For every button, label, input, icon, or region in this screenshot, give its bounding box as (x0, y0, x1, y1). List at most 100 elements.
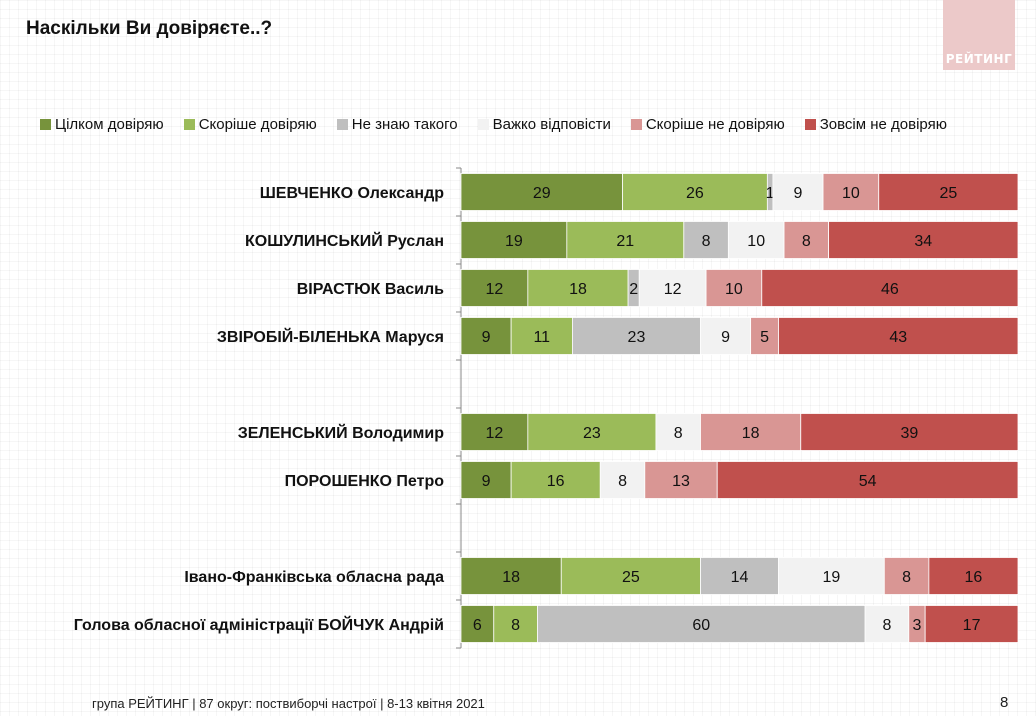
data-label: 12 (664, 281, 682, 298)
bar-segment (683, 221, 729, 259)
data-label: 8 (902, 569, 911, 586)
data-label: 46 (881, 281, 899, 298)
page-title: Наскільки Ви довіряєте..? (26, 18, 273, 39)
data-label: 39 (900, 425, 918, 442)
bar-segment (772, 173, 824, 211)
data-label: 1 (766, 185, 775, 202)
category-label: ВІРАСТЮК Василь (297, 281, 444, 298)
category-label: Голова обласної адміністрації БОЙЧУК Анд… (74, 615, 444, 634)
legend-swatch (804, 119, 816, 130)
data-label: 6 (473, 617, 482, 634)
data-label: 8 (618, 473, 627, 490)
data-label: 21 (616, 233, 634, 250)
bar-segment (493, 605, 538, 643)
legend-label: Скоріше не довіряю (645, 116, 785, 133)
bar-segment (883, 557, 930, 595)
chart-legend: Цілком довіряю Скоріше довіряю Не знаю так… (40, 116, 967, 133)
category-label: ПОРОШЕНКО Петро (285, 473, 445, 490)
bar-segment (700, 317, 752, 355)
data-label: 14 (731, 569, 749, 586)
bar-segment (655, 413, 701, 451)
bar-segment (644, 461, 718, 499)
bar-segment (572, 317, 701, 355)
data-label: 8 (674, 425, 683, 442)
legend-item: Зовсім не довіряю (804, 116, 947, 133)
bar-segment (783, 221, 830, 259)
legend-label: Зовсім не довіряю (819, 116, 947, 133)
category-label: ЗВІРОБІЙ-БІЛЕНЬКА Маруся (217, 327, 444, 346)
category-label: ЗЕЛЕНСЬКИЙ Володимир (238, 423, 445, 442)
data-label: 43 (889, 329, 907, 346)
data-label: 5 (760, 329, 769, 346)
data-label: 29 (533, 185, 551, 202)
bar-segment (560, 557, 701, 595)
bar-segment (822, 173, 880, 211)
data-label: 23 (583, 425, 601, 442)
data-label: 13 (672, 473, 690, 490)
legend-swatch (336, 119, 348, 130)
legend-swatch (183, 119, 195, 130)
legend-item: Не знаю такого (336, 116, 458, 133)
bar-segment (622, 173, 768, 211)
bar-segment (460, 317, 512, 355)
data-label: 26 (686, 185, 704, 202)
bar-segment (924, 605, 1019, 643)
legend-item: Скоріше довіряю (183, 116, 317, 133)
legend-label: Скоріше довіряю (198, 116, 317, 133)
data-label: 12 (486, 281, 504, 298)
category-label: ШЕВЧЕНКО Олександр (260, 185, 445, 202)
bar-segment (460, 413, 529, 451)
bar-segment (510, 461, 601, 499)
bar-segment (460, 173, 623, 211)
data-label: 11 (533, 329, 550, 346)
logo-text: РЕЙТИНГ (945, 52, 1013, 66)
legend-item: Скоріше не довіряю (630, 116, 785, 133)
bar-segment (510, 317, 573, 355)
bar-segment (864, 605, 910, 643)
data-label: 54 (859, 473, 877, 490)
data-label: 17 (963, 617, 981, 634)
bar-segment (750, 317, 779, 355)
data-label: 9 (794, 185, 803, 202)
data-label: 60 (692, 617, 710, 634)
page-number: 8 (1000, 694, 1009, 711)
data-label: 8 (511, 617, 520, 634)
data-label: 8 (882, 617, 891, 634)
bar-segment (727, 221, 785, 259)
data-label: 34 (914, 233, 932, 250)
bar-segment (537, 605, 866, 643)
bar-segment (460, 221, 568, 259)
bar-segment (460, 557, 562, 595)
bar-segment (828, 221, 1019, 259)
data-label: 10 (842, 185, 860, 202)
data-label: 19 (505, 233, 523, 250)
data-label: 9 (482, 473, 491, 490)
legend-swatch (40, 119, 51, 130)
data-label: 23 (628, 329, 646, 346)
bar-segment (460, 461, 512, 499)
data-label: 9 (721, 329, 730, 346)
legend-item: Важко відповісти (477, 116, 611, 133)
legend-swatch (477, 119, 489, 130)
data-label: 16 (965, 569, 983, 586)
data-label: 18 (502, 569, 520, 586)
bar-segment (778, 317, 1019, 355)
data-label: 10 (747, 233, 765, 250)
legend-swatch (630, 119, 642, 130)
category-label: Івано-Франківська обласна рада (184, 569, 444, 586)
bar-segment (460, 605, 495, 643)
bar-segment (527, 269, 629, 307)
bar-segment (928, 557, 1019, 595)
data-label: 10 (725, 281, 743, 298)
footer-text: група РЕЙТИНГ | 87 округ: поствиборчі на… (92, 696, 485, 711)
legend-label: Важко відповісти (492, 116, 611, 133)
data-label: 25 (622, 569, 640, 586)
data-label: 3 (913, 617, 922, 634)
legend-item: Цілком довіряю (40, 116, 164, 133)
bar-segment (700, 413, 802, 451)
legend-label: Цілком довіряю (55, 116, 164, 133)
stacked-bar-chart: ШЕВЧЕНКО Олександр 29 26 1 9 10 25КОШУЛИНСЬКИЙ… (74, 167, 1019, 649)
bar-segment (700, 557, 779, 595)
data-label: 25 (939, 185, 957, 202)
data-label: 9 (482, 329, 491, 346)
